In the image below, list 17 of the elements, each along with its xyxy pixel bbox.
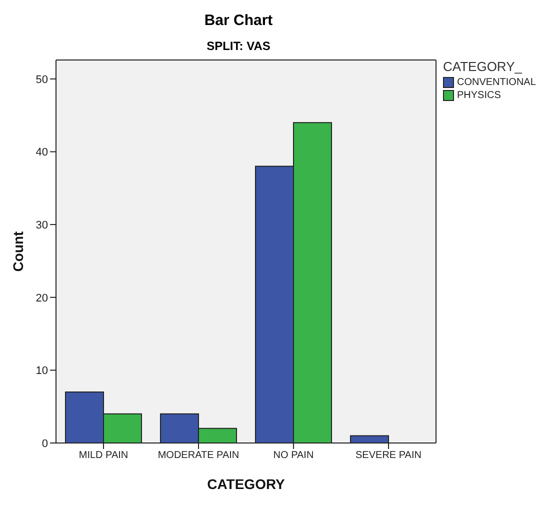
y-tick-label: 50 xyxy=(36,74,48,86)
y-tick-label: 10 xyxy=(36,365,48,378)
chart-subtitle: SPLIT: VAS xyxy=(206,39,272,53)
legend-label: CONVENTIONAL xyxy=(456,77,536,88)
legend-title: CATEGORY_ xyxy=(443,59,524,74)
y-tick-label: 40 xyxy=(36,146,48,159)
x-axis-title: CATEGORY xyxy=(207,476,286,492)
x-tick-label: NO PAIN xyxy=(273,450,314,462)
y-tick-label: 0 xyxy=(42,438,48,450)
y-axis-title: Count xyxy=(10,230,26,272)
legend-label: PHYSICS xyxy=(456,90,502,101)
y-tick-label: 30 xyxy=(36,219,48,232)
x-tick-label: SEVERE PAIN xyxy=(356,450,422,462)
x-tick-label: MILD PAIN xyxy=(78,450,128,462)
chart-title: Bar Chart xyxy=(203,11,274,29)
y-tick-label: 20 xyxy=(36,292,48,304)
x-tick-label: MODERATE PAIN xyxy=(158,450,240,462)
